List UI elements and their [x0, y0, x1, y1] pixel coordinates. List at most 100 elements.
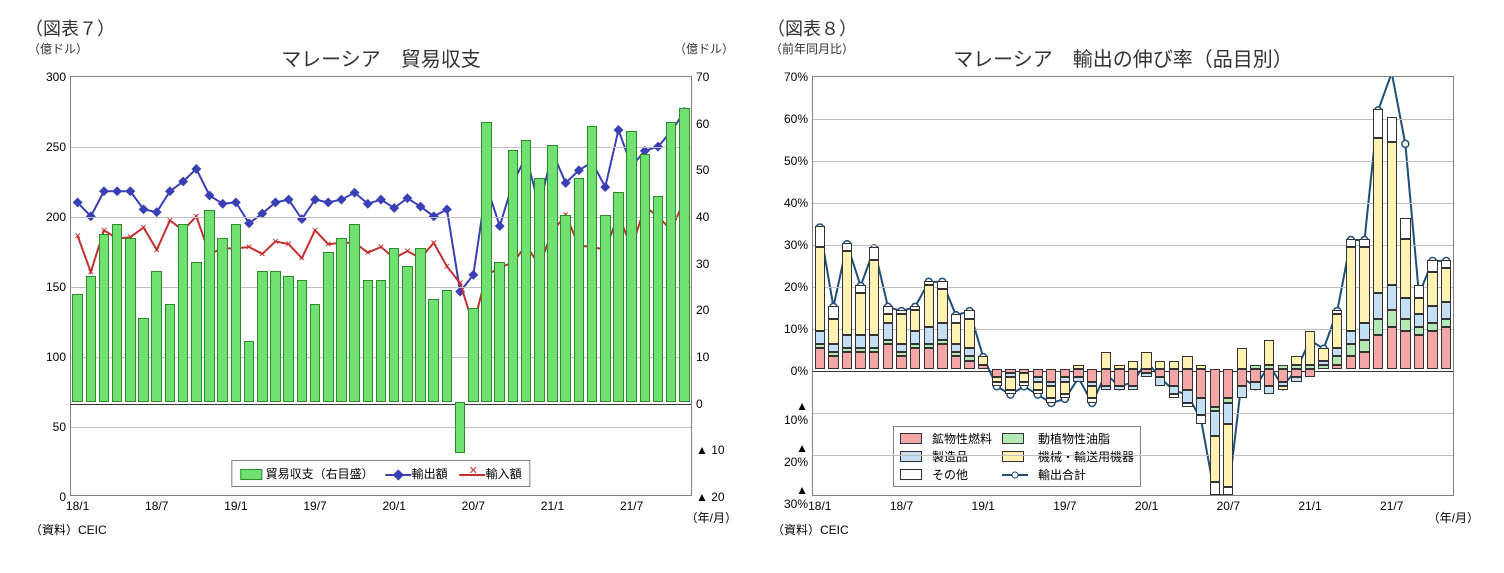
stack-other [1373, 109, 1383, 138]
stack-oils [1332, 356, 1342, 364]
y-tick-left: 300 [31, 70, 66, 84]
stack-oils [1427, 323, 1437, 331]
trade-balance-bar [481, 122, 492, 402]
stack-mineral [1196, 369, 1206, 398]
stack-oils [855, 348, 865, 352]
stack-mineral [1278, 369, 1288, 382]
trade-balance-bar [283, 276, 294, 402]
trade-balance-bar [653, 196, 664, 401]
stack-other [842, 243, 852, 251]
trade-balance-bar [217, 238, 228, 401]
stack-other [1196, 415, 1206, 423]
stack-mineral [1414, 335, 1424, 369]
stack-other [1005, 390, 1015, 394]
stack-mineral [855, 352, 865, 369]
x-tick: 18/1 [66, 499, 89, 513]
stack-machinery [910, 310, 920, 331]
stack-other [1223, 487, 1233, 495]
chart-8-panel: （図表８） （前年同月比） マレーシア 輸出の伸び率（品目別） 鉱物性燃料 動植… [752, 10, 1494, 563]
trade-balance-bar [560, 215, 571, 402]
trade-balance-bar [270, 271, 281, 402]
stack-manuf [964, 348, 974, 356]
trade-balance-bar [574, 178, 585, 402]
stack-other [924, 281, 934, 285]
stack-other [896, 310, 906, 314]
stack-manuf [1237, 386, 1247, 399]
x-tick: 21/7 [620, 499, 643, 513]
y-tick: 0% [773, 364, 808, 378]
y-tick: 50% [773, 154, 808, 168]
stack-machinery [1141, 352, 1151, 369]
stack-machinery [1305, 331, 1315, 365]
svg-text:✕: ✕ [311, 225, 319, 235]
stack-machinery [1400, 239, 1410, 298]
stack-machinery [815, 247, 825, 331]
x-axis-label: （年/月） [686, 509, 737, 526]
source-label: （資料）CEIC [772, 521, 1479, 538]
stack-manuf [869, 335, 879, 348]
trade-balance-bar [521, 140, 532, 401]
y-tick: ▲ 30% [773, 483, 808, 511]
y-tick: 20% [773, 280, 808, 294]
y-tick-right: 30 [696, 257, 731, 271]
stack-machinery [883, 314, 893, 322]
legend-bar: 貿易収支（右目盛） [266, 467, 374, 481]
stack-oils [1250, 365, 1260, 369]
stack-machinery [1033, 382, 1043, 390]
stack-other [1414, 285, 1424, 298]
stack-mineral [937, 344, 947, 369]
trade-balance-bar [587, 126, 598, 401]
trade-balance-bar [468, 308, 479, 401]
svg-text:✕: ✕ [404, 246, 412, 256]
stack-machinery [1101, 352, 1111, 369]
stack-other [910, 306, 920, 310]
svg-text:✕: ✕ [298, 253, 306, 263]
legend-manuf: 製造品 [932, 448, 992, 465]
y-tick-right: 70 [696, 70, 731, 84]
y-axis-left-unit: （億ドル） [28, 40, 88, 57]
stack-other [1087, 398, 1097, 402]
stack-manuf [1387, 285, 1397, 310]
stack-oils [951, 352, 961, 356]
trade-balance-bar [666, 122, 677, 402]
stack-machinery [1128, 361, 1138, 369]
stack-manuf [1264, 386, 1274, 394]
stack-oils [1359, 340, 1369, 353]
stack-other [1182, 403, 1192, 407]
x-tick: 21/1 [541, 499, 564, 513]
stack-machinery [1427, 272, 1437, 306]
stack-other [1332, 310, 1342, 314]
stack-other [951, 314, 961, 322]
stack-manuf [1223, 403, 1233, 424]
trade-balance-bar [99, 234, 110, 402]
stack-manuf [1427, 306, 1437, 323]
stack-manuf [1291, 377, 1301, 381]
stack-oils [1278, 365, 1288, 369]
stack-oils [1387, 310, 1397, 327]
stack-manuf [937, 323, 947, 340]
y-tick-right: ▲ 20 [696, 490, 731, 504]
stack-other [1400, 218, 1410, 239]
stack-mineral [828, 356, 838, 369]
stack-machinery [1196, 365, 1206, 369]
stack-machinery [1387, 142, 1397, 285]
stack-machinery [964, 319, 974, 348]
trade-balance-bar [494, 262, 505, 402]
x-tick: 21/7 [1380, 499, 1403, 513]
trade-balance-bar [336, 238, 347, 401]
stack-manuf [1155, 377, 1165, 385]
stack-mineral [1264, 369, 1274, 386]
stack-machinery [924, 285, 934, 327]
chart-title: マレーシア 貿易収支 [25, 43, 737, 72]
trade-balance-bar [204, 210, 215, 401]
svg-text:✕: ✕ [74, 231, 82, 241]
trade-balance-bar [640, 154, 651, 401]
stack-oils [869, 348, 879, 352]
svg-text:✕: ✕ [245, 242, 253, 252]
stack-oils [1264, 365, 1274, 369]
stack-machinery [978, 356, 988, 364]
x-tick: 19/7 [1053, 499, 1076, 513]
y-tick: 60% [773, 112, 808, 126]
y-tick-left: 250 [31, 140, 66, 154]
stack-mineral [1223, 369, 1233, 398]
